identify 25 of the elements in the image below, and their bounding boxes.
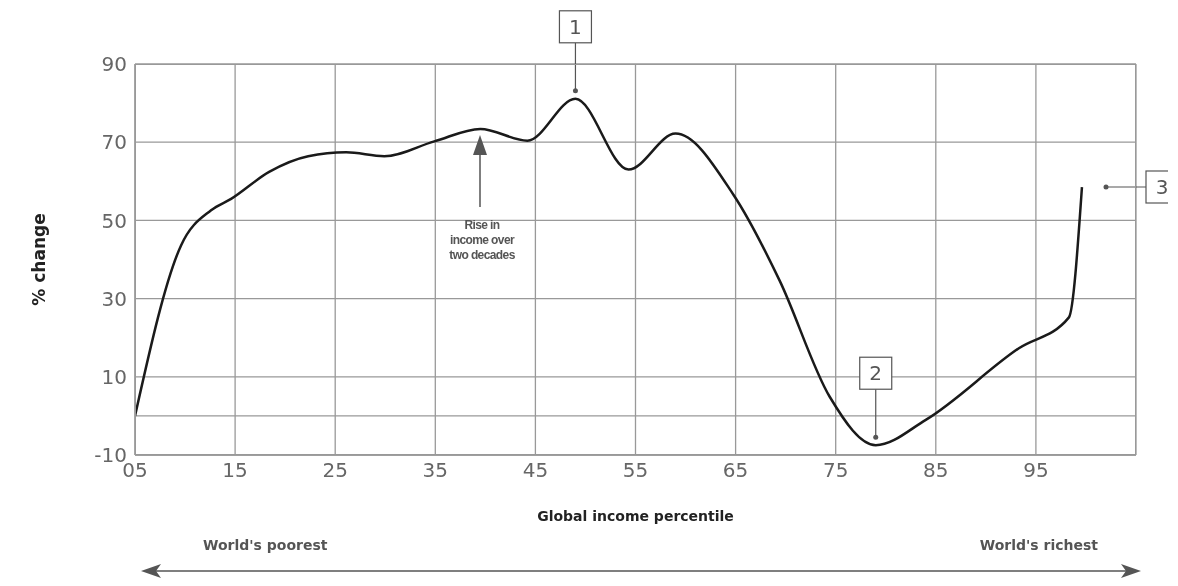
x-tick-label: 65 [722,458,749,483]
y-tick-label: 50 [101,208,127,233]
text: World's poorest [203,537,328,553]
y-tick-label: 70 [101,130,127,155]
y-tick-label: 90 [101,52,127,77]
annotation: Rise in income over two decades [449,218,516,262]
x-tick-label: 35 [422,458,449,483]
x-tick-label: 85 [923,458,949,483]
text: 3 [1155,175,1169,199]
annotation: 2 [869,361,883,386]
callout: 2 [859,356,893,440]
x-tick-label: 55 [622,458,649,483]
x-tick-label: 75 [822,458,849,483]
callout: 1 [558,10,593,94]
x-tick-label: 25 [322,458,348,483]
x-tick-label: 45 [522,458,549,483]
x-axis-title: Global income percentile [537,508,734,524]
y-tick-label: 10 [101,364,127,389]
y-tick-label: 30 [101,286,127,311]
x-tick-label: 15 [222,458,248,483]
x-tick-label: 95 [1023,458,1049,483]
y-axis-title: % change [29,213,50,306]
line-series [135,97,1084,447]
text: World's richest [979,537,1098,553]
annotation: 1 [569,14,582,39]
